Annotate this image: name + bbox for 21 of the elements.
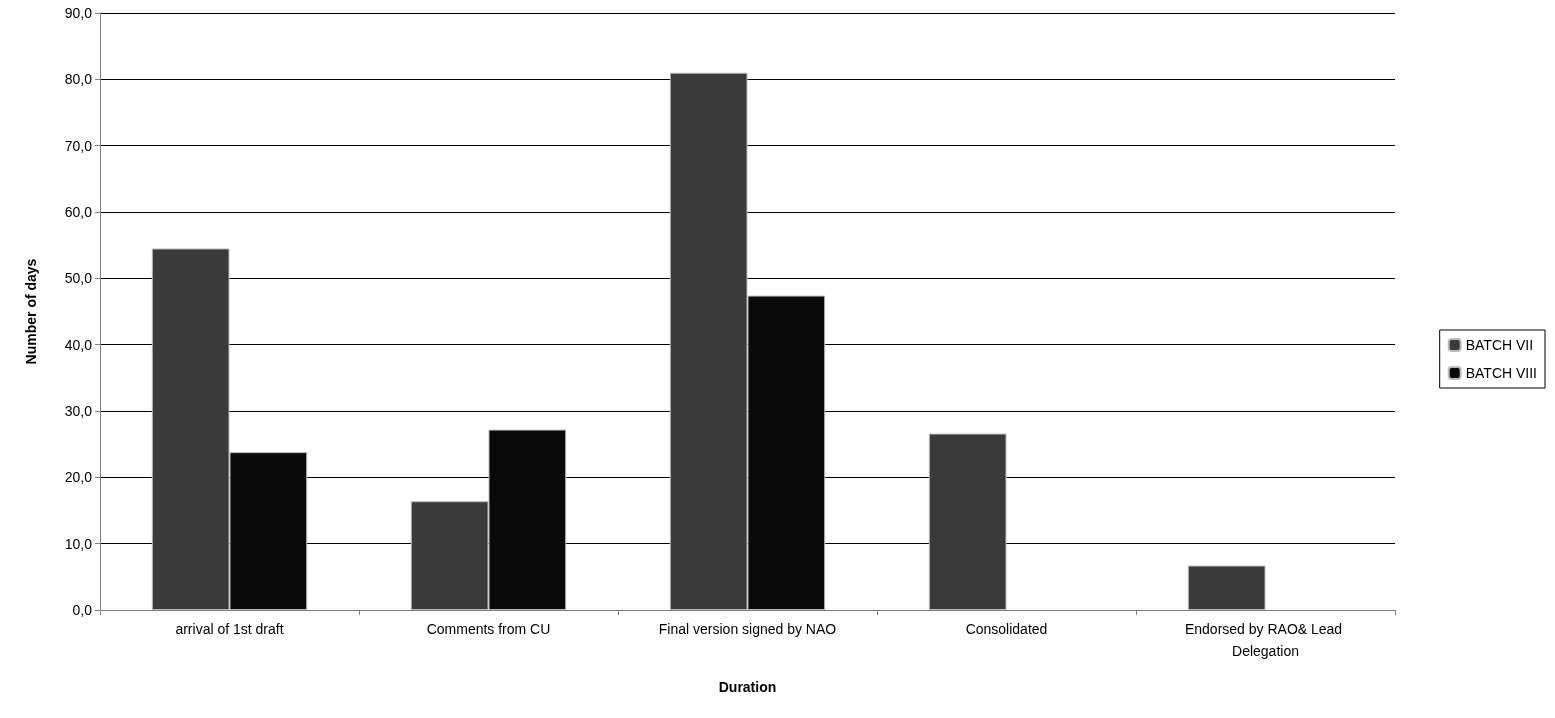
y-tick-label: 0,0 xyxy=(72,602,93,618)
y-tick-label: 40,0 xyxy=(64,336,93,353)
y-tick-label: 70,0 xyxy=(64,137,93,154)
y-tick-label: 10,0 xyxy=(64,535,93,552)
y-tick-label: 20,0 xyxy=(64,469,93,486)
x-tick-label: Final version signed by NAO xyxy=(658,621,837,637)
y-tick-label: 90,0 xyxy=(64,5,93,21)
legend-label: BATCH VII xyxy=(1465,337,1534,353)
bar xyxy=(1187,565,1266,610)
x-tick-label: Endorsed by RAO& Lead Delegation xyxy=(1184,621,1347,659)
y-axis-title: Number of days xyxy=(23,258,39,365)
x-tick-label: Comments from CU xyxy=(426,621,551,637)
y-tick-label: 60,0 xyxy=(64,204,93,220)
y-tick-label: 80,0 xyxy=(64,71,93,88)
legend-label: BATCH VIII xyxy=(1465,365,1538,381)
y-tick-label: 30,0 xyxy=(64,403,93,419)
y-tick-label: 50,0 xyxy=(64,270,93,287)
x-tick-label: Consolidated xyxy=(965,621,1048,637)
x-axis-title: Duration xyxy=(718,679,777,695)
x-tick-label: arrival of 1st draft xyxy=(175,621,284,637)
bar xyxy=(928,433,1007,610)
